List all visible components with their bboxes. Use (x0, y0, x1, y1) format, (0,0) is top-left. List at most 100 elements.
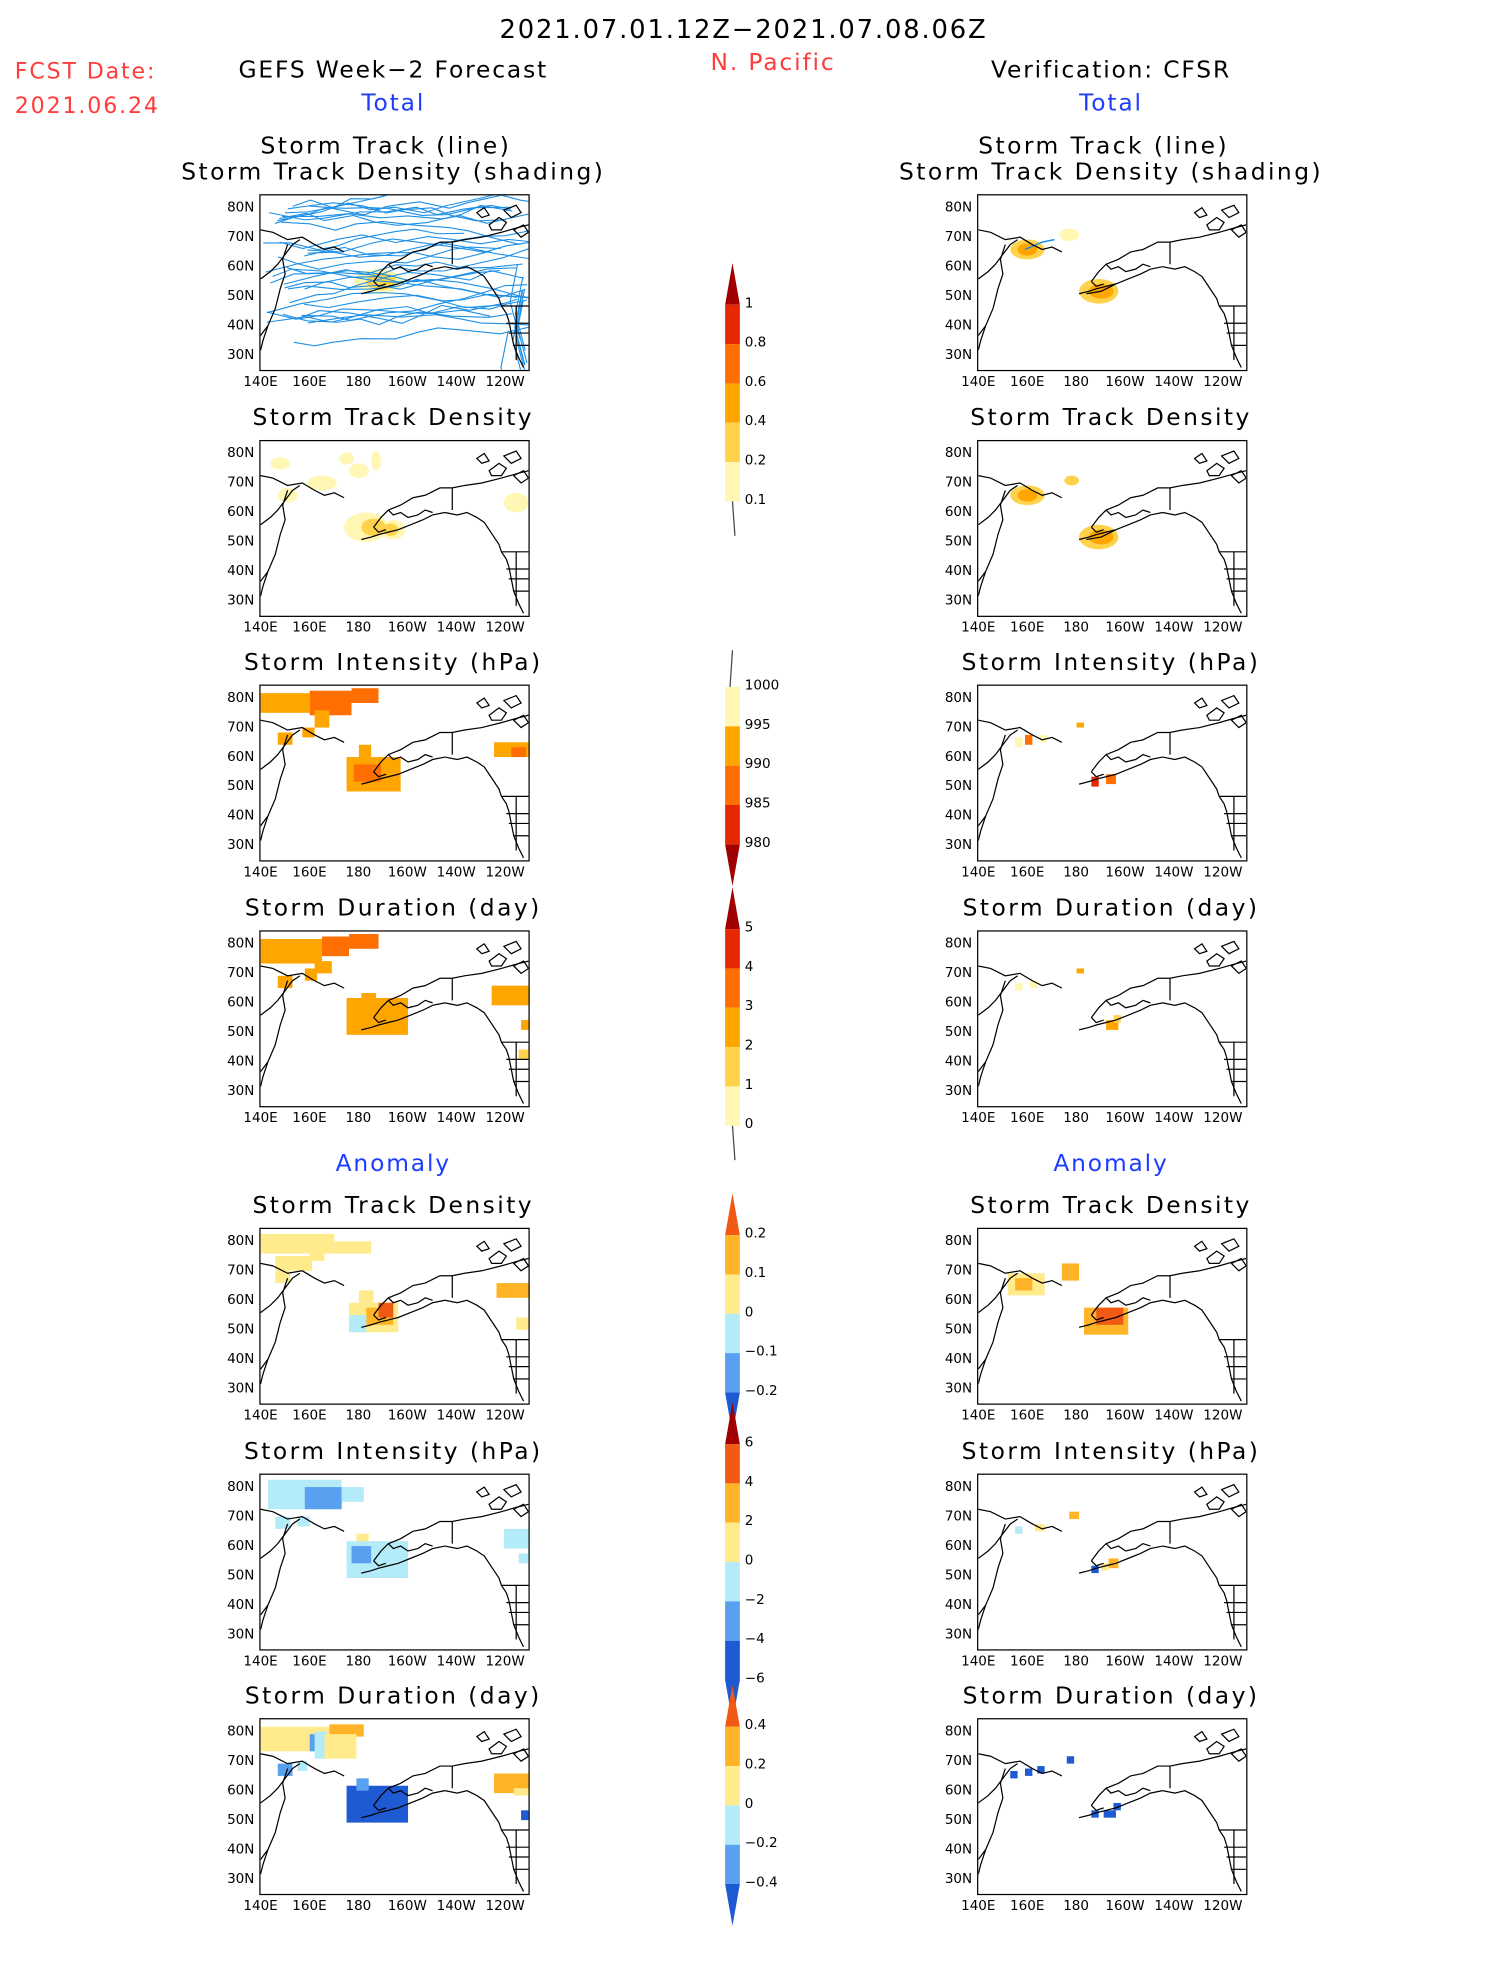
lat-tick-label: 30N (227, 1870, 255, 1887)
left-map-duration (259, 930, 530, 1108)
right-duration-title: Storm Duration (day) (962, 894, 1260, 922)
lat-tick-label: 50N (227, 777, 255, 794)
colorbar-tick-label: −6 (744, 1670, 765, 1687)
lat-tick-label: 80N (227, 1478, 255, 1495)
lat-tick-label: 50N (227, 533, 255, 550)
map-canvas (978, 1483, 1247, 1648)
lat-tick-label: 50N (944, 1566, 973, 1583)
colorbar-tick-label: 985 (744, 795, 771, 812)
lon-tick-label: 160E (292, 1897, 327, 1914)
lon-tick-label: 160W (387, 373, 427, 390)
lon-tick-label: 180 (345, 373, 372, 390)
colorbar-tick-label: 0.4 (744, 412, 767, 429)
lat-tick-label: 40N (944, 1841, 973, 1858)
lat-tick-label: 80N (944, 935, 973, 952)
lon-tick-label: 180 (1063, 1109, 1090, 1126)
lat-tick-label: 80N (227, 444, 255, 461)
lat-tick-label: 60N (227, 503, 255, 520)
lon-tick-label: 140E (961, 373, 996, 390)
map-canvas (978, 940, 1247, 1104)
lon-tick-label: 160W (1105, 1109, 1145, 1126)
lat-tick-label: 50N (944, 1023, 973, 1040)
lon-tick-label: 120W (1203, 1407, 1243, 1424)
lon-tick-label: 140E (961, 863, 996, 880)
lon-tick-label: 160W (387, 1407, 427, 1424)
lon-tick-label: 140W (436, 1109, 476, 1126)
lon-tick-label: 160W (1105, 1897, 1145, 1914)
lat-tick-label: 40N (227, 317, 255, 334)
colorbar-tick-label: 0 (744, 1115, 754, 1132)
lon-tick-label: 120W (1203, 863, 1243, 880)
lat-tick-label: 60N (944, 994, 973, 1011)
lat-tick-label: 80N (227, 689, 255, 706)
lat-tick-label: 70N (944, 228, 973, 245)
lat-tick-label: 30N (944, 1380, 973, 1397)
lon-tick-label: 160W (1105, 863, 1145, 880)
left-duration-title: Storm Duration (day) (244, 894, 542, 922)
colorbar-tick-label: 4 (744, 958, 754, 975)
left-total-label: Total (361, 89, 426, 117)
lat-tick-label: 30N (227, 592, 255, 609)
left-track-title-shading: Storm Track Density (shading) (181, 158, 606, 186)
lon-tick-label: 160E (1010, 373, 1045, 390)
lat-tick-label: 50N (227, 1566, 255, 1583)
left-map-anom-duration (259, 1718, 530, 1896)
lat-tick-label: 30N (944, 346, 973, 363)
colorbar-tick-label: 6 (744, 1434, 754, 1451)
colorbar-tick-label: 990 (744, 755, 771, 772)
lat-tick-label: 80N (227, 199, 255, 216)
lat-tick-label: 70N (944, 964, 973, 981)
fcst-date: 2021.06.24 (14, 93, 160, 120)
lat-tick-label: 40N (227, 1053, 255, 1070)
colorbar-tick-label: 1 (744, 294, 754, 311)
colorbar-tick-label: 2 (744, 1037, 754, 1054)
lon-tick-label: 160W (387, 619, 427, 636)
left-map-anom-intensity (259, 1473, 530, 1651)
lon-tick-label: 120W (485, 373, 525, 390)
lon-tick-label: 180 (1063, 1897, 1090, 1914)
lat-tick-label: 80N (944, 444, 973, 461)
lon-tick-label: 160W (387, 1897, 427, 1914)
lon-tick-label: 160W (1105, 1653, 1145, 1669)
lat-tick-label: 80N (227, 1723, 255, 1740)
right-column-title: Verification: CFSR (990, 56, 1232, 84)
lon-tick-label: 180 (1063, 373, 1090, 390)
map-canvas (978, 694, 1247, 859)
lat-tick-label: 60N (944, 503, 973, 520)
colorbar-tick-label: 0.8 (744, 334, 767, 351)
lon-tick-label: 140E (243, 373, 278, 390)
lon-tick-label: 140E (243, 1109, 278, 1126)
lat-tick-label: 60N (944, 1291, 973, 1308)
right-map-track (977, 194, 1248, 372)
lat-tick-label: 80N (944, 1478, 973, 1495)
lat-tick-label: 60N (227, 258, 255, 275)
lon-tick-label: 140W (1154, 1109, 1194, 1126)
lat-tick-label: 40N (944, 562, 973, 579)
lon-tick-label: 120W (1203, 1109, 1243, 1126)
lon-tick-label: 140E (243, 619, 278, 636)
lon-tick-label: 120W (485, 1653, 525, 1669)
right-map-anom-density (977, 1227, 1248, 1405)
lat-tick-label: 80N (944, 1723, 973, 1740)
lat-tick-label: 60N (944, 1537, 973, 1554)
right-map-intensity (977, 684, 1248, 862)
lon-tick-label: 140W (1154, 373, 1194, 390)
lat-tick-label: 60N (944, 748, 973, 765)
lon-tick-label: 120W (485, 1109, 525, 1126)
colorbar-tick-label: 4 (744, 1473, 754, 1490)
lat-tick-label: 70N (944, 718, 973, 735)
lat-tick-label: 70N (227, 964, 255, 981)
right-track-title-line: Storm Track (line) (978, 132, 1230, 160)
colorbar-tick-label: −4 (744, 1630, 765, 1647)
colorbar-tick-label: 0.2 (744, 452, 767, 469)
lon-tick-label: 160E (292, 619, 327, 636)
colorbar-tick-label: 0.2 (744, 1225, 767, 1242)
lat-tick-label: 70N (227, 1262, 255, 1279)
lon-tick-label: 140E (243, 863, 278, 880)
map-canvas (260, 450, 529, 614)
lon-tick-label: 120W (1203, 619, 1243, 636)
lon-tick-label: 180 (1063, 619, 1090, 636)
lat-tick-label: 60N (227, 748, 255, 765)
lon-tick-label: 140W (1154, 619, 1194, 636)
map-canvas (978, 1728, 1247, 1892)
